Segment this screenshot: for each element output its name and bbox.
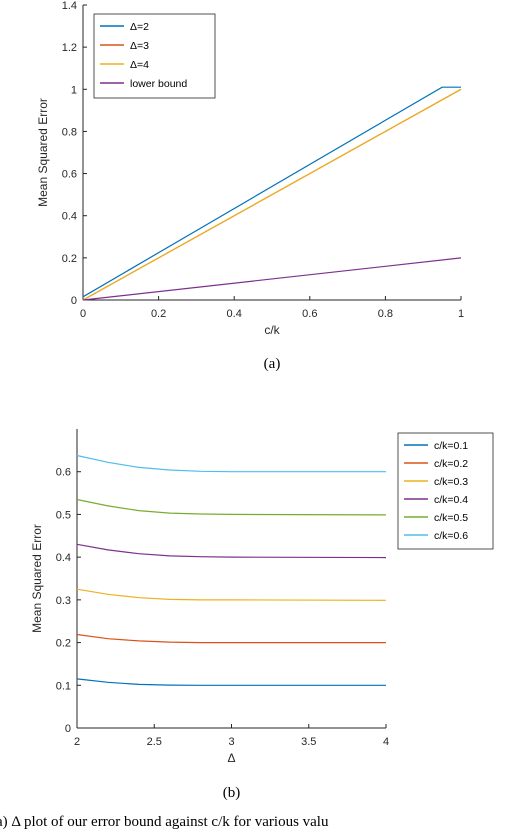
chart0-y-tick-label: 0.4 [62,211,77,223]
chart1-y-axis-label: Mean Squared Error [30,524,44,633]
figure-caption: a) Δ plot of our error bound against c/k… [0,814,329,830]
chart1-y-tick-label: 0.1 [56,680,71,692]
chart0-x-tick-label: 0.2 [151,308,166,320]
chart0-y-tick-label: 0.6 [62,169,77,181]
chart1-y-tick-label: 0.3 [56,595,71,607]
chart0-panel-label: (a) [264,356,281,372]
chart1-series-line-4 [76,498,387,516]
chart1-legend-label-5: c/k=0.6 [434,530,468,542]
chart0-legend-label-1: Δ=3 [130,40,149,52]
chart1-plot-area [77,429,386,728]
chart1-y-tick-label: 0 [65,723,71,735]
chart0-legend-label-3: lower bound [130,78,187,90]
chart1-series-line-2 [76,588,387,601]
chart1-y-tick-label: 0.4 [56,552,71,564]
chart1-x-tick-label: 3 [228,736,234,748]
chart0-y-tick-label: 0.8 [62,126,77,138]
chart0-x-tick-label: 0.8 [378,308,393,320]
chart1-legend [397,432,494,550]
chart-a: 0 0.2 0.4 0.6 0.8 1 0 0.2 0.4 0.6 0.8 1 1.2 1.4 c/k Mea… [36,0,464,372]
chart0-x-axis-label: c/k [264,323,280,337]
chart0-legend-label-2: Δ=4 [130,59,149,71]
chart1-series-line-5 [76,454,386,473]
chart0-y-tick-label: 0.2 [62,253,77,265]
chart0-y-tick-label: 1.2 [62,42,77,54]
chart0-y-tick-label: 0 [71,295,77,307]
chart1-series-line-3 [76,543,387,559]
chart0-y-tick-label: 1 [71,84,77,96]
chart1-x-tick-label: 3.5 [301,736,316,748]
chart0-series-line-0 [82,86,461,298]
chart1-x-tick-label: 4 [383,736,389,748]
chart1-legend-label-1: c/k=0.2 [434,458,468,470]
chart0-legend [93,13,216,99]
chart1-x-tick-label: 2.5 [147,736,162,748]
chart0-x-tick-label: 1 [458,308,464,320]
chart0-x-tick-label: 0 [80,308,86,320]
chart0-y-axis-label: Mean Squared Error [36,98,50,207]
chart1-series-line-0 [76,678,386,686]
chart1-legend-label-2: c/k=0.3 [434,476,468,488]
chart1-series-line-1 [76,633,386,644]
chart1-y-tick-label: 0.6 [56,467,71,479]
chart0-x-tick-label: 0.6 [302,308,317,320]
chart1-legend-label-0: c/k=0.1 [434,440,468,452]
chart0-legend-label-0: Δ=2 [130,21,149,33]
chart0-x-tick-label: 0.4 [227,308,242,320]
chart-b: 2 2.5 3 3.5 4 0 0.1 0.2 0.3 0.4 0.5 0.6 Δ Mean Square… [30,429,494,801]
chart1-x-tick-label: 2 [74,736,80,748]
chart0-series-line-2 [82,88,462,301]
chart1-legend-label-4: c/k=0.5 [434,512,468,524]
chart1-y-tick-label: 0.5 [56,509,71,521]
chart1-x-axis-label: Δ [227,751,235,765]
chart0-y-tick-label: 1.4 [62,0,77,12]
chart1-y-tick-label: 0.2 [56,638,71,650]
chart1-legend-label-3: c/k=0.4 [434,494,468,506]
chart1-panel-label: (b) [223,785,241,801]
chart0-series-line-3 [82,257,462,301]
